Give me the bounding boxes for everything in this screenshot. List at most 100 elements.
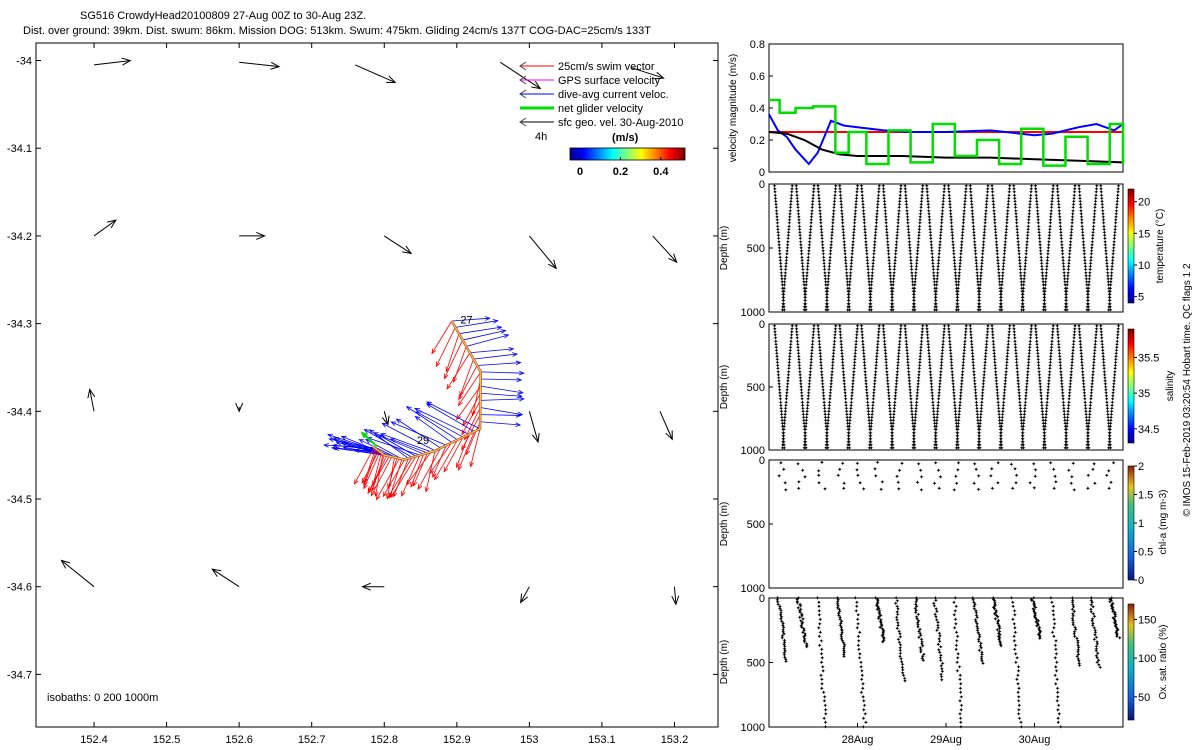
dac-vector-head bbox=[518, 370, 525, 376]
depth-ytick-label: 500 bbox=[747, 243, 765, 255]
profile-point: ✦ bbox=[783, 264, 788, 271]
chla-point: ✦ bbox=[1031, 461, 1036, 468]
chla-point: ✦ bbox=[873, 466, 878, 473]
swim-vector-head bbox=[446, 383, 452, 390]
profile-point: ✦ bbox=[796, 214, 801, 221]
profile-point: ✦ bbox=[874, 217, 879, 224]
profile-point: ✦ bbox=[868, 298, 873, 305]
map-colorbar-ticks: 0 0.2 0.4 bbox=[577, 157, 669, 178]
profile-point: ✦ bbox=[809, 220, 814, 227]
profile-point: ✦ bbox=[871, 257, 876, 264]
chla-point: ✦ bbox=[956, 460, 961, 467]
profile-point: ✦ bbox=[852, 220, 857, 227]
dac-vector bbox=[396, 418, 441, 449]
profile-point: ✦ bbox=[848, 273, 853, 280]
profile-point: ✦ bbox=[869, 304, 874, 311]
chla-point: ✦ bbox=[1051, 466, 1056, 473]
dac-vector bbox=[458, 326, 502, 335]
map-ytick-label: -34.4 bbox=[7, 406, 32, 418]
profile-point: ✦ bbox=[809, 214, 814, 221]
profile-point: ✦ bbox=[824, 298, 829, 305]
profile-point: ✦ bbox=[917, 220, 922, 227]
swim-vector-head bbox=[393, 491, 398, 498]
sfc-vector bbox=[528, 411, 539, 443]
profile-point: ✦ bbox=[839, 208, 844, 215]
swim-vector bbox=[417, 447, 442, 490]
chla-point: ✦ bbox=[1111, 460, 1116, 467]
profile-point: ✦ bbox=[829, 236, 834, 243]
sfc-vector-head bbox=[671, 595, 680, 606]
profile-point: ✦ bbox=[802, 307, 807, 314]
profile-point: ✦ bbox=[855, 183, 860, 190]
profile-point: ✦ bbox=[906, 230, 911, 237]
depth-ytick-label: 1000 bbox=[741, 722, 765, 734]
map-cbar-tick-label: 0 bbox=[577, 166, 583, 178]
profile-point: ✦ bbox=[773, 192, 778, 199]
profile-point: ✦ bbox=[805, 270, 810, 277]
profile-point: ✦ bbox=[831, 211, 836, 218]
cbar-tick-label: 35 bbox=[1138, 388, 1150, 400]
dac-vector-head bbox=[516, 377, 523, 383]
chla-point: ✦ bbox=[802, 474, 807, 481]
profile-point: ✦ bbox=[877, 183, 882, 190]
profile-point: ✦ bbox=[802, 285, 807, 292]
profile-point: ✦ bbox=[892, 270, 897, 277]
swim-vector-head bbox=[455, 462, 461, 469]
swim-vector bbox=[456, 385, 481, 420]
profile-point: ✦ bbox=[889, 298, 894, 305]
profile-point: ✦ bbox=[915, 245, 920, 252]
chla-point: ✦ bbox=[995, 480, 1000, 487]
profile-point: ✦ bbox=[787, 220, 792, 227]
chla-point: ✦ bbox=[800, 467, 805, 474]
profile-point: ✦ bbox=[843, 254, 848, 261]
profile-point: ✦ bbox=[818, 220, 823, 227]
depth-ytick-label: 0 bbox=[759, 179, 765, 191]
map-xtick-label: 153.1 bbox=[588, 734, 616, 746]
track-line-inner bbox=[372, 320, 482, 461]
swim-vector bbox=[413, 452, 428, 486]
swim-vector bbox=[361, 450, 379, 484]
profile-point: ✦ bbox=[869, 276, 874, 283]
profile-point: ✦ bbox=[915, 248, 920, 255]
profile-point: ✦ bbox=[783, 273, 788, 280]
profile-point: ✦ bbox=[799, 245, 804, 252]
profile-point: ✦ bbox=[854, 192, 859, 199]
dac-vector bbox=[469, 348, 514, 354]
map-xtick-label: 153.2 bbox=[661, 734, 689, 746]
profile-point: ✦ bbox=[788, 208, 793, 215]
swim-vector-head bbox=[413, 480, 418, 487]
swim-vector bbox=[354, 447, 375, 485]
profile-point: ✦ bbox=[896, 217, 901, 224]
profile-point: ✦ bbox=[794, 192, 799, 199]
profile-point: ✦ bbox=[841, 236, 846, 243]
legend-swim: 25cm/s swim vector bbox=[558, 61, 655, 73]
profile-point: ✦ bbox=[916, 236, 921, 243]
profile-point: ✦ bbox=[885, 239, 890, 246]
dac-vector bbox=[462, 330, 506, 341]
profile-point: ✦ bbox=[874, 214, 879, 221]
profile-point: ✦ bbox=[776, 233, 781, 240]
chla-point: ✦ bbox=[1052, 485, 1057, 492]
profile-point: ✦ bbox=[853, 208, 858, 215]
cbar-tick-label: 10 bbox=[1138, 260, 1150, 272]
chla-point: ✦ bbox=[783, 487, 788, 494]
profile-point: ✦ bbox=[920, 189, 925, 196]
profile-point: ✦ bbox=[890, 295, 895, 302]
temperature-ylabel: Depth (m) bbox=[719, 226, 730, 270]
chla-point: ✦ bbox=[795, 461, 800, 468]
profile-point: ✦ bbox=[841, 233, 846, 240]
profile-point: ✦ bbox=[867, 285, 872, 292]
profile-point: ✦ bbox=[844, 267, 849, 274]
map-ytick-label: -34.7 bbox=[7, 669, 32, 681]
swim-vector bbox=[376, 458, 400, 500]
profile-point: ✦ bbox=[904, 205, 909, 212]
vel-series-line bbox=[769, 98, 1125, 167]
profile-point: ✦ bbox=[799, 254, 804, 261]
profile-point: ✦ bbox=[887, 264, 892, 271]
profile-point: ✦ bbox=[864, 242, 869, 249]
oxygen-point: ✦ bbox=[880, 639, 885, 646]
chla-point: ✦ bbox=[918, 467, 923, 474]
profile-point: ✦ bbox=[778, 261, 783, 268]
chla-point: ✦ bbox=[916, 461, 921, 468]
